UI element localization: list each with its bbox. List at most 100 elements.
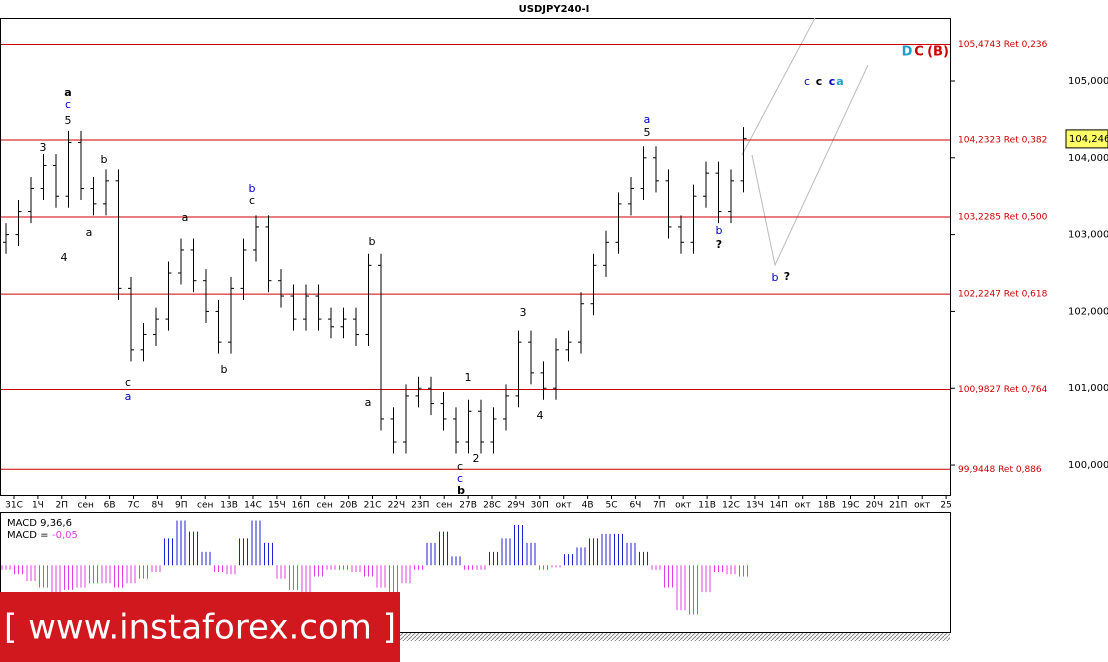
- x-tick-label: 30П: [531, 501, 549, 511]
- y-tick-label: 104,000: [1068, 153, 1108, 164]
- wave-label: 3: [40, 141, 47, 154]
- x-tick-label: 9П: [175, 501, 188, 511]
- wave-label: c: [65, 98, 71, 111]
- wave-label: c: [829, 75, 836, 88]
- x-tick-label: окт: [675, 501, 691, 511]
- x-tick-label: 14П: [770, 501, 788, 511]
- wave-label: (B): [927, 45, 949, 60]
- wave-label: a: [365, 396, 372, 409]
- wave-label: b: [457, 484, 465, 497]
- x-tick-label: 1Ч: [32, 501, 44, 511]
- level-label: 99,9448 Ret 0,886: [958, 465, 1042, 475]
- x-tick-label: 12С: [722, 501, 740, 511]
- last-price-label: 104,246: [1069, 134, 1108, 145]
- x-tick-label: 6В: [104, 501, 116, 511]
- x-tick-label: сен: [78, 501, 94, 511]
- x-tick-label: 13Ч: [746, 501, 764, 511]
- wave-label: a: [644, 113, 651, 126]
- x-tick-label: 4В: [582, 501, 594, 511]
- y-tick-label: 105,000: [1068, 76, 1108, 87]
- x-tick-label: 6Ч: [629, 501, 641, 511]
- wave-label: 1: [465, 371, 472, 384]
- last-price-box: [1065, 129, 1108, 149]
- level-label: 103,2285 Ret 0,500: [958, 213, 1048, 223]
- x-tick-label: 13В: [220, 501, 238, 511]
- macd-title: MACD 9,36,6: [7, 518, 72, 529]
- wave-label: c: [457, 460, 463, 473]
- y-tick-label: 101,000: [1068, 383, 1108, 394]
- wave-label: a: [836, 75, 843, 88]
- wave-label: b: [249, 182, 256, 195]
- wave-label: c: [816, 75, 823, 88]
- wave-label: c: [804, 75, 810, 88]
- wave-label: 4: [61, 251, 68, 264]
- level-label: 102,2247 Ret 0,618: [958, 290, 1048, 300]
- wave-label: D: [902, 45, 913, 60]
- projection: [751, 64, 869, 267]
- wave-label: c: [457, 472, 463, 485]
- x-tick-label: 15Ч: [268, 501, 286, 511]
- x-tick-label: 19С: [842, 501, 860, 511]
- macd-frame: [0, 512, 951, 633]
- x-tick-label: 21С: [364, 501, 382, 511]
- x-tick-label: 31С: [5, 501, 23, 511]
- wave-label: 3: [520, 306, 527, 319]
- wave-label: b: [101, 153, 108, 166]
- level-label: 104,2323 Ret 0,382: [958, 135, 1047, 145]
- x-tick-label: 14С: [244, 501, 262, 511]
- y-tick-label: 100,000: [1068, 460, 1108, 471]
- level-label: 100,9827 Ret 0,764: [958, 385, 1048, 395]
- wave-label: 5: [644, 126, 651, 139]
- wave-label: b: [716, 224, 723, 237]
- x-tick-label: 25: [940, 501, 951, 511]
- x-tick-label: 2П: [56, 501, 69, 511]
- x-tick-label: окт: [556, 501, 572, 511]
- wave-label: ?: [716, 238, 722, 251]
- x-tick-label: 29Ч: [507, 501, 525, 511]
- scroll-area: [400, 633, 950, 641]
- x-tick-label: 18В: [818, 501, 836, 511]
- x-tick-label: 11В: [698, 501, 716, 511]
- x-tick-label: 27В: [459, 501, 477, 511]
- x-tick-label: 22Ч: [388, 501, 406, 511]
- wave-label: 2: [473, 452, 480, 465]
- x-tick-label: 5С: [605, 501, 617, 511]
- x-tick-label: 20Ч: [866, 501, 884, 511]
- wave-label: C: [914, 45, 924, 60]
- x-tick-label: сен: [436, 501, 452, 511]
- x-tick-label: сен: [317, 501, 333, 511]
- x-tick-label: сен: [197, 501, 213, 511]
- wave-label: b: [369, 235, 376, 248]
- x-tick-label: 7П: [653, 501, 666, 511]
- x-tick-label: окт: [795, 501, 811, 511]
- x-tick-label: 23П: [411, 501, 429, 511]
- watermark-box: [0, 592, 400, 662]
- x-tick-label: 8Ч: [151, 501, 163, 511]
- wave-label: ?: [784, 270, 790, 283]
- x-tick-label: 21П: [889, 501, 907, 511]
- level-label: 105,4743 Ret 0,236: [958, 40, 1048, 50]
- watermark: [ www.instaforex.com ]: [4, 608, 396, 648]
- wave-label: a: [182, 211, 189, 224]
- wave-label: a: [86, 226, 93, 239]
- wave-label: a: [125, 390, 132, 403]
- wave-label: b: [772, 271, 779, 284]
- chart-title: USDJPY240-I: [519, 4, 590, 15]
- y-tick-label: 102,000: [1068, 306, 1108, 317]
- price-frame: [0, 18, 951, 496]
- x-tick-label: окт: [914, 501, 930, 511]
- x-tick-label: 16П: [292, 501, 310, 511]
- wave-label: c: [249, 194, 255, 207]
- x-tick-label: 20В: [340, 501, 358, 511]
- macd-value-name: MACD =: [7, 530, 49, 541]
- wave-label: b: [221, 363, 228, 376]
- x-tick-label: 7С: [127, 501, 139, 511]
- wave-label: a: [64, 86, 71, 99]
- projection: [741, 17, 816, 156]
- wave-label: 4: [537, 409, 544, 422]
- x-tick-label: 28С: [483, 501, 501, 511]
- wave-label: 5: [65, 114, 72, 127]
- macd-value: -0,05: [52, 530, 78, 541]
